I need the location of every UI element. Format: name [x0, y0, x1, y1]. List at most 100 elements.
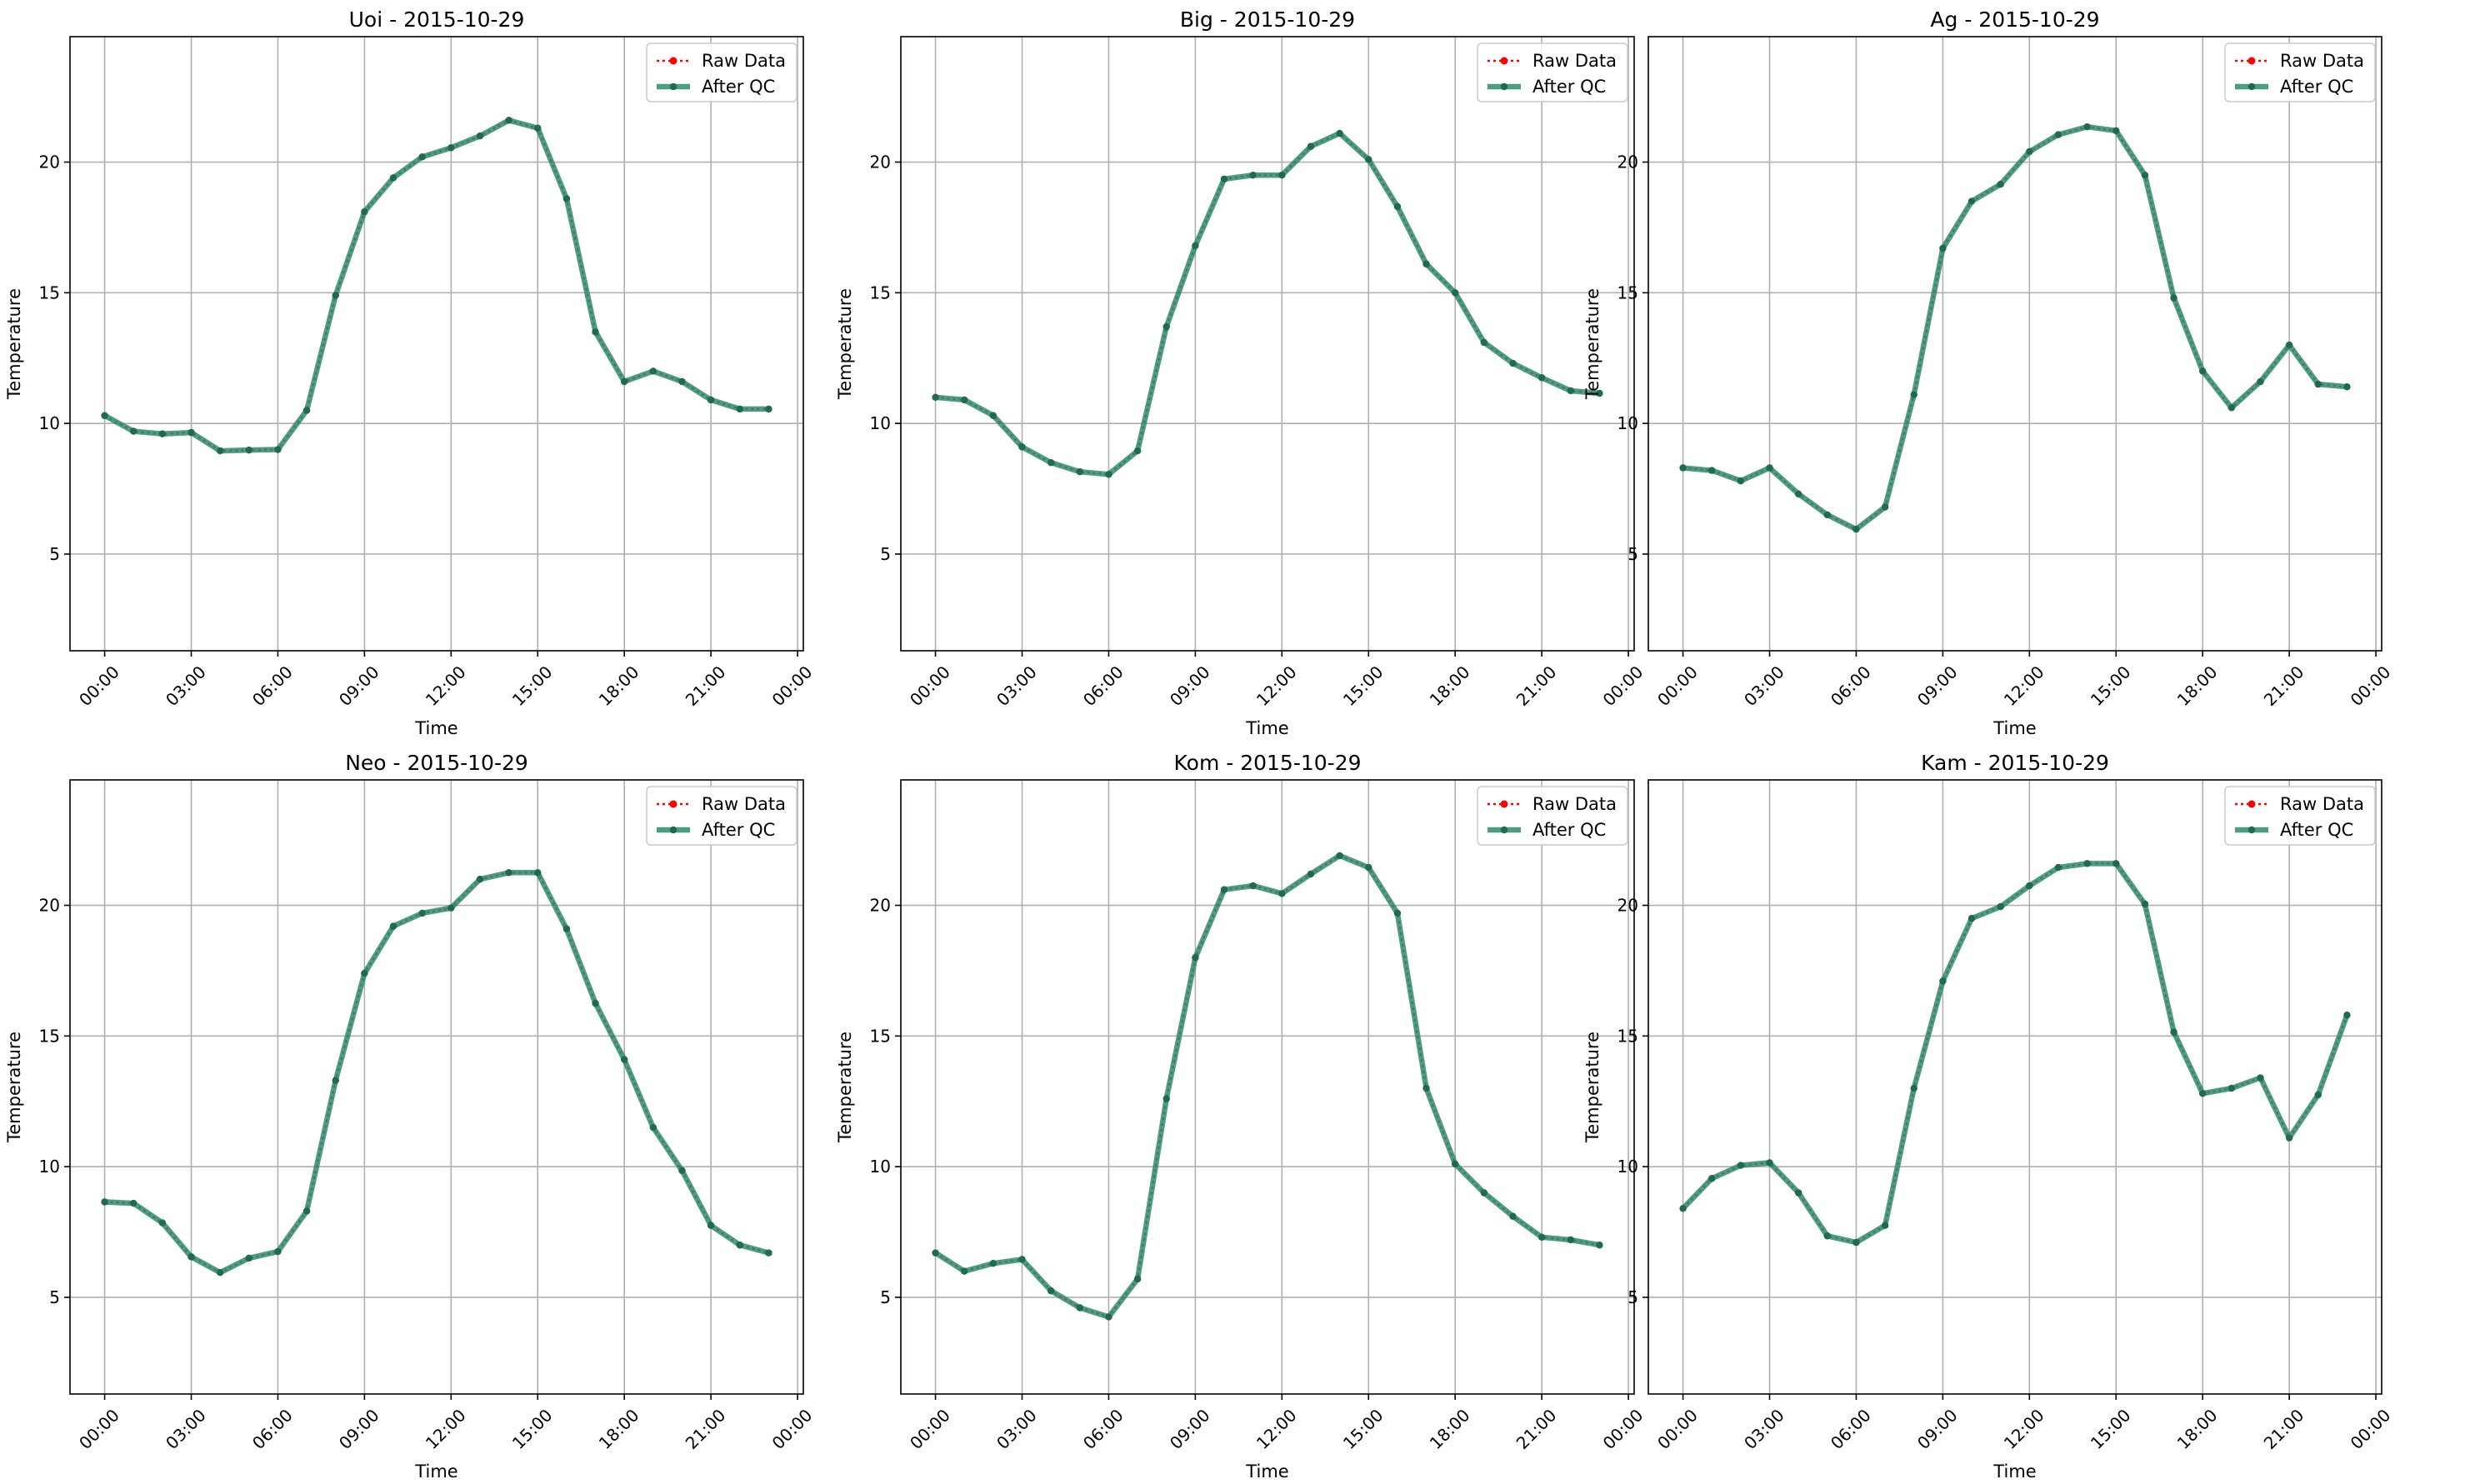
chart-title: Neo - 2015-10-29 — [345, 751, 528, 775]
x-tick-label: 15:00 — [2087, 662, 2135, 710]
legend: Raw Data After QC — [2224, 786, 2376, 846]
data-point-after-qc — [620, 377, 628, 386]
legend-label: Raw Data — [2280, 51, 2364, 71]
data-point-after-qc — [130, 427, 138, 435]
data-point-after-qc — [448, 144, 455, 152]
data-point-after-qc — [158, 430, 167, 437]
x-tick-label: 09:00 — [335, 662, 383, 710]
data-point-after-qc — [736, 405, 743, 413]
data-point-after-qc — [1881, 1222, 1889, 1229]
x-tick-label: 06:00 — [1827, 662, 1875, 710]
data-point-after-qc — [1823, 1232, 1832, 1240]
x-tick-label: 09:00 — [1913, 1405, 1962, 1453]
y-tick-label: 5 — [1628, 1287, 1638, 1307]
x-tick-label: 09:00 — [1166, 1405, 1214, 1453]
x-tick-label: 09:00 — [1166, 662, 1214, 710]
x-axis-label: Time — [1245, 718, 1288, 738]
y-tick-label: 10 — [39, 413, 60, 433]
subplot-3: 00:00 03:00 06:00 09:00 12:00 15:00 18:00 21:00… — [1582, 7, 2394, 738]
series-line-after-qc — [1682, 123, 2348, 532]
subplot-1: 00:00 03:00 06:00 09:00 12:00 15:00 18:00 21:00… — [4, 7, 816, 738]
data-point-after-qc — [1766, 1159, 1773, 1167]
y-tick-label: 5 — [880, 1287, 891, 1307]
data-point-after-qc — [1968, 915, 1976, 922]
x-tick-label: 12:00 — [1252, 662, 1301, 710]
legend-marker-after-qc — [669, 82, 678, 91]
series-line-raw-data — [934, 854, 1600, 1318]
x-tick-label: 03:00 — [162, 662, 210, 710]
data-point-after-qc — [2170, 294, 2178, 302]
data-point-after-qc — [2141, 172, 2149, 179]
data-point-after-qc — [1509, 1212, 1517, 1220]
data-point-after-qc — [2343, 1012, 2351, 1019]
data-point-after-qc — [736, 1242, 743, 1249]
data-point-after-qc — [1538, 374, 1546, 382]
x-tick-label: 03:00 — [992, 1405, 1041, 1453]
x-axis-label: Time — [1992, 1462, 2036, 1482]
data-point-after-qc — [961, 1267, 968, 1275]
data-point-after-qc — [505, 117, 512, 124]
legend-label: After QC — [2280, 820, 2353, 840]
data-point-after-qc — [2257, 1074, 2264, 1082]
data-point-after-qc — [534, 124, 542, 132]
x-tick-label: 21:00 — [682, 1405, 730, 1453]
data-point-after-qc — [1823, 511, 1832, 519]
data-point-after-qc — [505, 869, 512, 877]
data-point-after-qc — [361, 207, 368, 216]
data-point-after-qc — [2170, 1028, 2178, 1036]
data-point-after-qc — [302, 1207, 311, 1215]
x-axis-label: Time — [414, 1462, 458, 1482]
series-line-raw-data — [1682, 125, 2348, 531]
legend-marker-after-qc — [1500, 82, 1508, 91]
legend-marker-after-qc — [1500, 826, 1508, 834]
y-tick-label: 15 — [870, 282, 891, 302]
data-point-after-qc — [1133, 1275, 1142, 1283]
x-tick-label: 03:00 — [1740, 1405, 1788, 1453]
legend-marker-after-qc — [2248, 826, 2256, 834]
legend-marker-raw-data — [1500, 800, 1508, 808]
data-point-after-qc — [1997, 180, 2004, 188]
x-axis-label: Time — [414, 718, 458, 738]
data-point-after-qc — [274, 1247, 282, 1256]
data-point-after-qc — [678, 1167, 686, 1175]
data-point-after-qc — [707, 1222, 715, 1229]
data-point-after-qc — [188, 428, 195, 437]
data-point-after-qc — [1336, 129, 1343, 137]
x-tick-label: 00:00 — [1653, 1405, 1702, 1453]
axes-frame — [69, 36, 804, 652]
x-tick-label: 15:00 — [508, 662, 557, 710]
x-tick-label: 21:00 — [1512, 662, 1561, 710]
data-point-after-qc — [1480, 1189, 1488, 1197]
x-tick-label: 12:00 — [2000, 1405, 2048, 1453]
subplot-6: 00:00 03:00 06:00 09:00 12:00 15:00 18:00 21:00… — [1582, 751, 2394, 1482]
data-point-after-qc — [562, 925, 571, 932]
data-point-after-qc — [476, 875, 484, 883]
data-point-after-qc — [1422, 1084, 1430, 1092]
data-point-after-qc — [1018, 443, 1026, 451]
data-point-after-qc — [2083, 122, 2091, 131]
legend: Raw Data After QC — [646, 42, 798, 102]
data-point-after-qc — [1968, 197, 1976, 205]
data-point-after-qc — [2083, 860, 2091, 867]
x-tick-label: 18:00 — [1426, 662, 1474, 710]
data-point-after-qc — [1018, 1256, 1026, 1263]
x-tick-label: 00:00 — [1599, 662, 1648, 710]
legend: Raw Data After QC — [646, 786, 798, 846]
legend-label: Raw Data — [702, 51, 786, 71]
data-point-after-qc — [1596, 1242, 1603, 1249]
data-point-after-qc — [1105, 471, 1112, 478]
x-tick-label: 03:00 — [1740, 662, 1788, 710]
data-point-after-qc — [2026, 882, 2033, 890]
x-tick-label: 00:00 — [768, 1405, 817, 1453]
legend-marker-after-qc — [669, 826, 678, 834]
legend: Raw Data After QC — [2224, 42, 2376, 102]
data-point-after-qc — [2112, 860, 2120, 867]
data-point-after-qc — [1076, 467, 1084, 476]
y-tick-label: 10 — [870, 413, 891, 433]
y-axis-label: Temperature — [4, 288, 24, 400]
data-point-after-qc — [1451, 289, 1459, 297]
data-point-after-qc — [389, 174, 398, 182]
x-tick-label: 21:00 — [2260, 662, 2308, 710]
data-point-after-qc — [592, 328, 599, 336]
data-point-after-qc — [1451, 1160, 1459, 1168]
